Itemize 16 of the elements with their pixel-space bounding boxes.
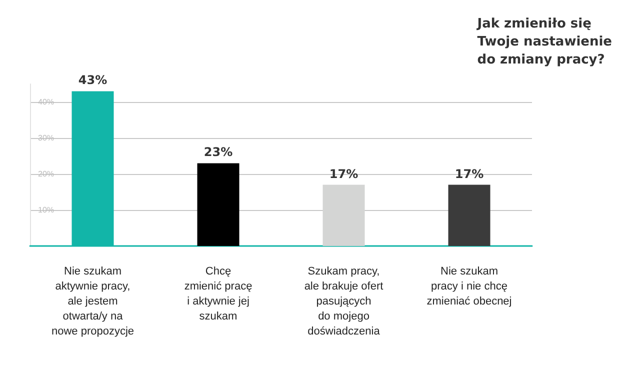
chart-title: Jak zmieniło się Twoje nastawienie do zmiany pracy? (476, 16, 612, 68)
bar (322, 184, 365, 246)
y-tick-label: 40% (38, 98, 54, 106)
x-tick-label: Nie szukam aktywnie pracy, ale jestem otwarta/y na nowe propozycje (51, 266, 134, 338)
bar (197, 163, 240, 246)
x-tick-label: Nie szukam pracy i nie chcę zmieniać obecnej (426, 266, 512, 308)
x-tick-label: Chcę zmienić pracę i aktywnie jej szukam (184, 266, 252, 322)
data-label: 23% (204, 145, 233, 160)
y-tick-label: 20% (38, 170, 54, 178)
y-tick-label: 30% (38, 134, 54, 142)
data-label: 17% (454, 166, 484, 181)
y-tick-label: 10% (38, 206, 54, 214)
data-label: 43% (78, 73, 108, 88)
bar (448, 184, 490, 246)
data-label: 17% (329, 166, 358, 181)
x-tick-label: Szukam pracy, ale brakuje ofert pasujących do mojego doświadczenia (304, 266, 384, 338)
